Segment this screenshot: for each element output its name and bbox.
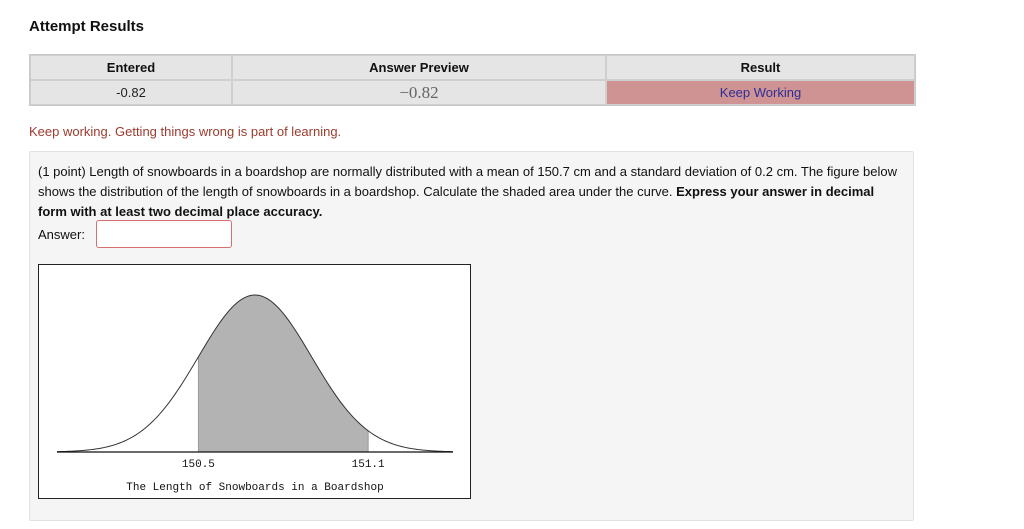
distribution-figure: 150.5 151.1 The Length of Snowboards in … <box>38 264 471 499</box>
problem-panel: (1 point) Length of snowboards in a boar… <box>29 151 914 521</box>
table-row: -0.82 −0.82 Keep Working <box>30 80 915 105</box>
entered-value: -0.82 <box>30 80 232 105</box>
normal-curve <box>56 294 454 453</box>
header-result: Result <box>606 55 915 80</box>
answer-label: Answer: <box>38 227 85 242</box>
shaded-area <box>198 295 369 452</box>
right-bound-label: 151.1 <box>352 459 385 471</box>
problem-instruction: Express your answer in decimal form with… <box>38 184 875 219</box>
page-title: Attempt Results <box>29 18 145 35</box>
left-bound-label: 150.5 <box>182 459 215 471</box>
normal-curve-plot: 150.5 151.1 The Length of Snowboards in … <box>56 294 454 494</box>
header-entered: Entered <box>30 55 232 80</box>
answer-input[interactable] <box>96 220 232 248</box>
figure-caption: The Length of Snowboards in a Boardshop <box>126 482 383 494</box>
result-status: Keep Working <box>606 80 915 105</box>
feedback-message: Keep working. Getting things wrong is pa… <box>29 124 342 139</box>
problem-text: (1 point) Length of snowboards in a boar… <box>38 162 898 222</box>
table-header-row: Entered Answer Preview Result <box>30 55 915 80</box>
attempt-results-table: Entered Answer Preview Result -0.82 −0.8… <box>29 54 916 106</box>
answer-preview-value: −0.82 <box>232 80 606 105</box>
problem-statement: (1 point) Length of snowboards in a boar… <box>38 164 897 199</box>
header-answer-preview: Answer Preview <box>232 55 606 80</box>
